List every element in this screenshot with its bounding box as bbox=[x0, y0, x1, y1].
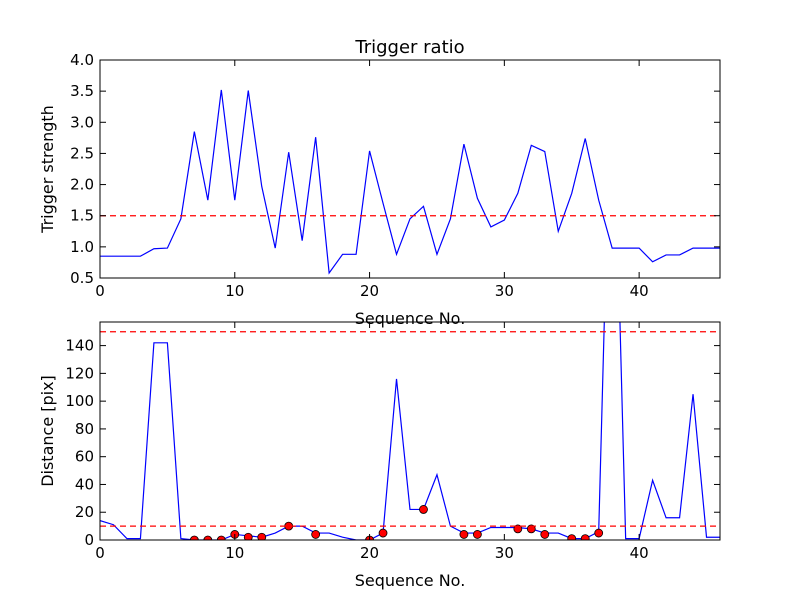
data-point bbox=[513, 524, 523, 534]
y-tick-label: 0 bbox=[84, 531, 94, 549]
y-tick-label: 2.0 bbox=[70, 176, 94, 194]
y-tick-label: 3.0 bbox=[70, 113, 94, 131]
x-tick-label: 10 bbox=[225, 282, 244, 300]
data-point bbox=[459, 530, 469, 539]
y-tick-label: 1.5 bbox=[70, 207, 94, 225]
data-point bbox=[472, 530, 482, 539]
data-point bbox=[203, 535, 213, 540]
y-tick-label: 1.0 bbox=[70, 238, 94, 256]
series-line bbox=[100, 322, 720, 540]
x-axis-label: Sequence No. bbox=[355, 309, 466, 328]
x-tick-label: 0 bbox=[95, 282, 105, 300]
x-tick-label: 0 bbox=[95, 544, 105, 562]
y-tick-label: 120 bbox=[65, 364, 94, 382]
y-tick-label: 0.5 bbox=[70, 269, 94, 287]
y-tick-label: 4.0 bbox=[70, 51, 94, 69]
data-point bbox=[257, 532, 267, 540]
y-axis-label: Trigger strength bbox=[38, 105, 57, 234]
x-axis-label: Sequence No. bbox=[355, 571, 466, 590]
y-tick-label: 80 bbox=[75, 420, 94, 438]
top-chart: 0 10 20 30 40 0.5 1.0 1.5 2.0 2.5 3.0 3.5 4.0 Sequenc… bbox=[38, 51, 721, 328]
data-point bbox=[378, 528, 388, 538]
x-tick-label: 30 bbox=[495, 544, 514, 562]
y-tick-label: 140 bbox=[65, 337, 94, 355]
data-point bbox=[594, 528, 604, 538]
y-tick-label: 100 bbox=[65, 392, 94, 410]
data-point bbox=[216, 535, 226, 540]
bottom-chart: 0 10 20 30 40 0 20 40 60 80 100 120 140 Sequence No. D… bbox=[38, 321, 721, 590]
data-point bbox=[311, 530, 321, 539]
x-tick-label: 20 bbox=[360, 282, 379, 300]
x-tick-label: 10 bbox=[225, 544, 244, 562]
plot-area bbox=[100, 322, 720, 540]
data-point bbox=[580, 534, 590, 540]
x-tick-label: 30 bbox=[495, 282, 514, 300]
y-tick-label: 20 bbox=[75, 503, 94, 521]
series-line bbox=[100, 89, 720, 275]
y-tick-label: 60 bbox=[75, 448, 94, 466]
plot-frame bbox=[99, 321, 721, 541]
data-point bbox=[540, 530, 550, 539]
plot-area bbox=[100, 89, 720, 275]
y-tick-label: 2.5 bbox=[70, 144, 94, 162]
data-point bbox=[189, 535, 199, 540]
y-axis-label: Distance [pix] bbox=[38, 375, 57, 487]
y-tick-label: 3.5 bbox=[70, 82, 94, 100]
data-point bbox=[419, 505, 428, 514]
x-tick-label: 40 bbox=[630, 282, 649, 300]
data-point bbox=[243, 532, 253, 540]
data-point bbox=[567, 534, 577, 540]
x-tick-label: 40 bbox=[630, 544, 649, 562]
chart-title: Trigger ratio bbox=[354, 37, 464, 58]
plot-frame bbox=[99, 59, 721, 279]
y-tick-label: 40 bbox=[75, 475, 94, 493]
data-point bbox=[526, 524, 536, 534]
x-tick-label: 20 bbox=[360, 544, 379, 562]
